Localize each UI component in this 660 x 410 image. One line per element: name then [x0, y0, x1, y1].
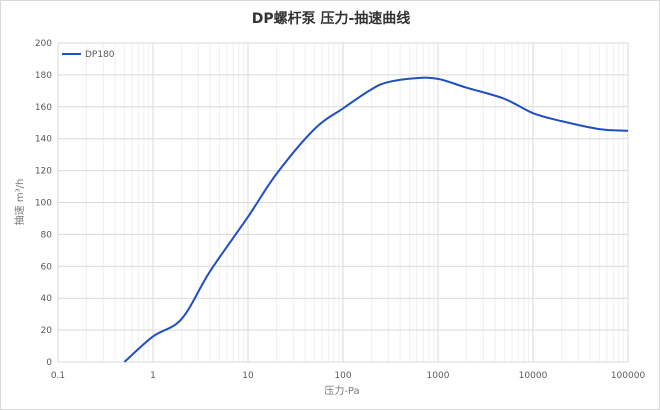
- y-tick-label: 140: [35, 135, 52, 145]
- legend-label: DP180: [85, 50, 115, 60]
- y-tick-label: 40: [41, 294, 53, 304]
- y-tick-label: 0: [46, 358, 52, 368]
- x-tick-label: 10000: [519, 371, 548, 381]
- y-tick-label: 20: [41, 326, 53, 336]
- chart-title: DP螺杆泵 压力-抽速曲线: [252, 10, 411, 27]
- y-tick-label: 60: [41, 262, 53, 272]
- x-tick-label: 0.1: [51, 371, 65, 381]
- y-tick-label: 180: [35, 71, 52, 81]
- y-tick-label: 100: [35, 199, 52, 209]
- x-axis-label: 压力-Pa: [324, 384, 359, 397]
- y-tick-label: 200: [35, 39, 52, 49]
- y-tick-label: 120: [35, 167, 52, 177]
- x-tick-label: 1000: [427, 371, 450, 381]
- y-tick-label: 160: [35, 103, 52, 113]
- x-tick-label: 1: [150, 371, 156, 381]
- x-tick-label: 100000: [611, 371, 646, 381]
- series-line-DP180: [123, 76, 629, 363]
- legend: DP180: [62, 50, 115, 60]
- y-axis-label: 抽速 m³/h: [13, 179, 26, 226]
- x-tick-label: 10: [242, 371, 254, 381]
- x-tick-label: 100: [334, 371, 351, 381]
- y-tick-label: 80: [41, 230, 53, 240]
